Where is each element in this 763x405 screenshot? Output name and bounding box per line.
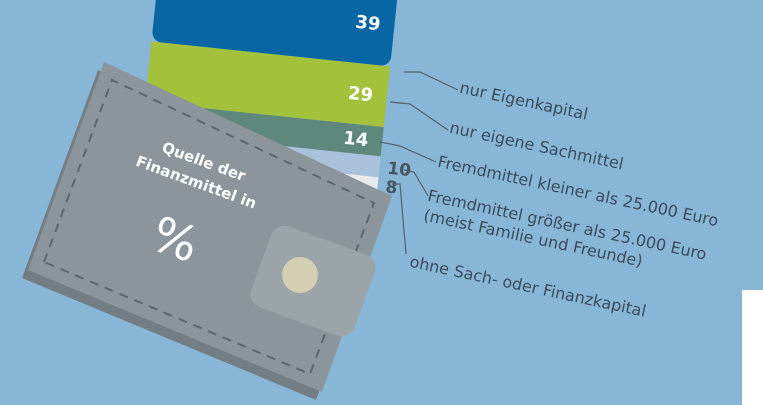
bar-segment (152, 0, 398, 66)
value-label: 29 (347, 83, 374, 107)
paper-edge (742, 290, 763, 405)
leader-lines (379, 71, 459, 255)
bar-segment (145, 41, 391, 128)
value-label: 8 (384, 177, 398, 198)
value-label: 10 (386, 159, 412, 181)
value-label: 14 (342, 128, 369, 152)
wallet (22, 62, 392, 400)
value-label: 39 (354, 12, 381, 36)
